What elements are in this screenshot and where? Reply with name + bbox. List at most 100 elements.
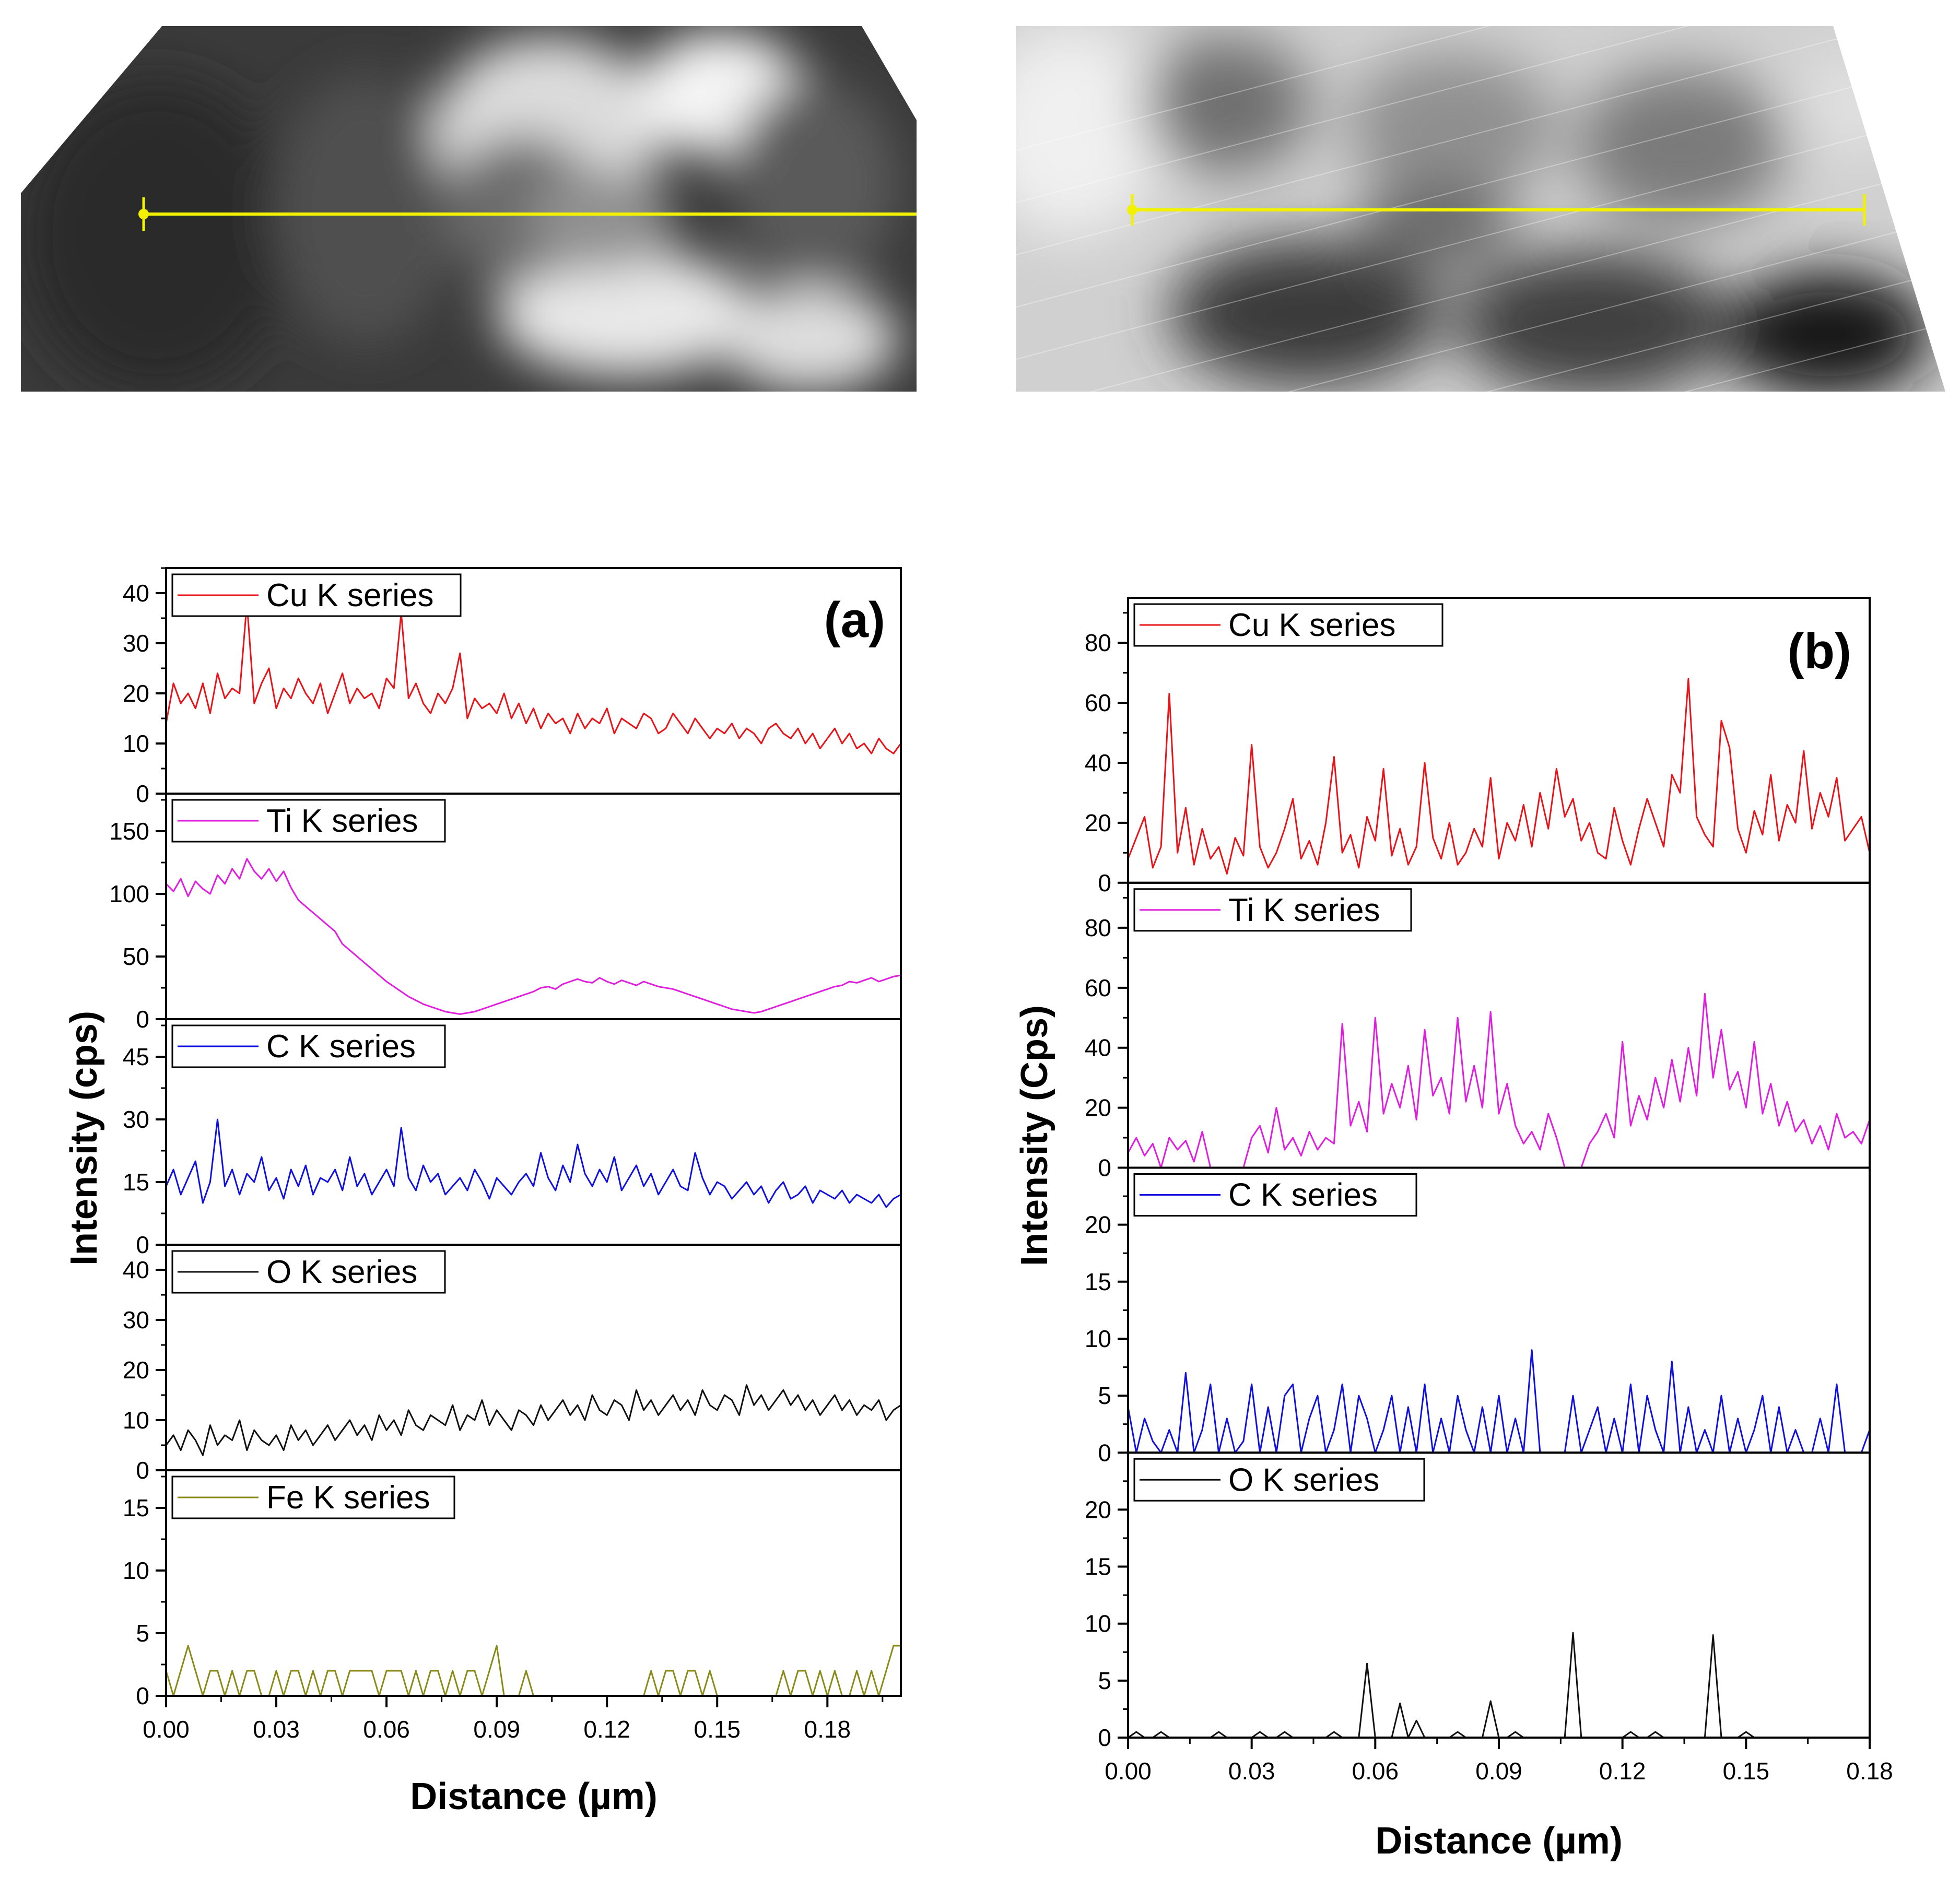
x-tick-label: 0.09 [473,1716,520,1743]
series-line-Cu [165,602,902,754]
chart-b-x-axis-label: Distance (µm) [1375,1820,1623,1862]
chart-a-panel-c: 0 15 30 45 C K series [123,1018,902,1258]
y-tick-label: 50 [123,943,149,970]
y-tick-label: 150 [109,818,149,845]
x-tick-label: 0.00 [1105,1757,1152,1785]
chart-a-x-axis-label: Distance (µm) [410,1776,658,1817]
chart-a-panel-label: (a) [824,592,885,648]
chart-b: 0 20 40 60 80 Cu K series 0 20 40 60 80 Ti K series… [1014,597,1893,1862]
x-tick-label: 0.06 [1352,1757,1399,1785]
legend-label: Cu K series [1228,607,1395,643]
x-tick-label: 0.18 [804,1716,851,1743]
y-tick-label: 80 [1085,914,1111,941]
x-tick-label: 0.15 [1723,1757,1770,1785]
y-tick-label: 5 [136,1620,149,1647]
y-tick-label: 45 [123,1043,149,1070]
y-tick-label: 15 [1085,1553,1111,1580]
y-tick-label: 100 [109,880,149,907]
y-tick-label: 15 [1085,1268,1111,1295]
y-tick-label: 10 [1085,1325,1111,1352]
series-line-C [165,1118,901,1208]
chart-a-panel-cu: 0 10 20 30 40 Cu K series [123,567,902,807]
chart-b-plot-area: 0 20 40 60 80 Cu K series 0 20 40 60 80 Ti K series… [1085,597,1893,1785]
y-tick-label: 60 [1085,689,1111,716]
chart-a-panel-o: 0 10 20 30 40 O K series [123,1244,902,1484]
series-line-Fe [165,1645,901,1697]
y-tick-label: 0 [1098,1724,1111,1751]
y-tick-label: 0 [136,780,149,807]
y-tick-label: 60 [1085,974,1111,1001]
x-tick-label: 0.03 [1228,1757,1275,1785]
series-line-Ti [165,858,901,1015]
legend-box [1133,603,1443,647]
legend-box [1133,1173,1417,1217]
y-tick-label: 15 [123,1494,149,1521]
y-tick-label: 10 [1085,1610,1111,1637]
y-tick-label: 0 [136,1006,149,1033]
legend-label: C K series [1228,1177,1378,1213]
y-tick-label: 30 [123,630,149,657]
y-tick-label: 80 [1085,629,1111,656]
line-scan-marker-b [1127,194,1866,226]
legend-label: Ti K series [1228,892,1380,928]
y-tick-label: 10 [123,1557,149,1584]
chart-b-panel-cu: 0 20 40 60 80 Cu K series [1085,597,1871,896]
legend-label: Ti K series [266,803,418,839]
legend-label: O K series [1228,1462,1379,1498]
legend-label: Fe K series [266,1480,430,1516]
x-axis: 0.00 0.03 0.06 0.09 0.12 0.15 0.18 [143,1696,884,1743]
y-tick-label: 5 [1098,1382,1111,1409]
x-tick-label: 0.09 [1475,1757,1522,1785]
chart-a-y-axis-label: Intensity (cps) [63,1011,105,1266]
chart-b-panel-label: (b) [1787,623,1851,679]
sub-panel-frame [165,1469,902,1697]
y-tick-label: 20 [123,680,149,707]
chart-b-panel-o: 0 5 10 15 20 O K series [1085,1451,1871,1751]
y-tick-label: 40 [1085,1034,1111,1061]
line-scan-marker-a [138,197,917,231]
y-tick-label: 15 [123,1168,149,1196]
chart-b-y-axis-label: Intensity (Cps) [1014,1005,1055,1266]
x-tick-label: 0.12 [583,1716,630,1743]
y-tick-label: 10 [123,730,149,757]
y-tick-label: 20 [1085,1094,1111,1122]
y-tick-label: 10 [123,1407,149,1434]
series-line-O [165,1384,901,1456]
y-tick-label: 5 [1098,1667,1111,1694]
y-tick-label: 0 [1098,1439,1111,1466]
series-line-Ti [1127,993,1871,1168]
y-tick-label: 0 [1098,1154,1111,1182]
x-tick-label: 0.12 [1599,1757,1646,1785]
legend-label: C K series [266,1029,416,1065]
chart-a-panel-ti: 0 50 100 150 Ti K series [109,793,902,1033]
y-tick-label: 20 [123,1356,149,1384]
y-tick-label: 40 [123,580,149,607]
micrograph-b [1016,26,1945,392]
y-tick-label: 30 [123,1106,149,1133]
y-tick-label: 0 [1098,869,1111,896]
series-line-C [1127,1349,1871,1454]
x-tick-label: 0.15 [694,1716,741,1743]
chart-b-panel-c: 0 5 10 15 20 C K series [1085,1166,1871,1466]
x-tick-label: 0.18 [1846,1757,1893,1785]
y-tick-label: 30 [123,1306,149,1333]
x-tick-label: 0.00 [143,1716,190,1743]
chart-a-panel-fe: 0 5 10 15 Fe K series [123,1469,902,1709]
series-line-O [1128,1632,1870,1739]
y-tick-label: 20 [1085,809,1111,836]
y-tick-label: 0 [136,1231,149,1258]
x-tick-label: 0.03 [253,1716,300,1743]
chart-b-panel-ti: 0 20 40 60 80 Ti K series [1085,881,1871,1182]
y-tick-label: 20 [1085,1496,1111,1523]
y-tick-label: 40 [123,1256,149,1283]
x-axis: 0.00 0.03 0.06 0.09 0.12 0.15 0.18 [1105,1738,1893,1785]
y-tick-label: 0 [136,1457,149,1484]
micrograph-a [21,26,917,392]
legend-label: O K series [266,1254,417,1290]
y-tick-label: 0 [136,1682,149,1709]
x-tick-label: 0.06 [363,1716,410,1743]
legend-label: Cu K series [266,577,433,613]
